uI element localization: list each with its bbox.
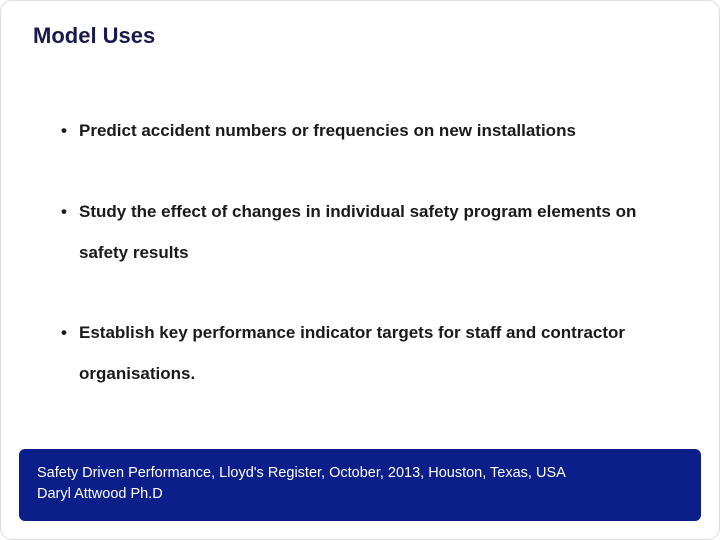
bullet-icon: • xyxy=(61,192,79,233)
slide-title: Model Uses xyxy=(33,23,155,49)
footer-bar: Safety Driven Performance, Lloyd's Regis… xyxy=(19,449,701,521)
bullet-list: • Predict accident numbers or frequencie… xyxy=(61,111,679,435)
bullet-icon: • xyxy=(61,111,79,152)
footer-line-2: Daryl Attwood Ph.D xyxy=(37,484,683,505)
slide-container: Model Uses • Predict accident numbers or… xyxy=(0,0,720,540)
bullet-text: Establish key performance indicator targ… xyxy=(79,313,679,395)
bullet-text: Predict accident numbers or frequencies … xyxy=(79,111,679,152)
list-item: • Study the effect of changes in individ… xyxy=(61,192,679,274)
list-item: • Establish key performance indicator ta… xyxy=(61,313,679,395)
list-item: • Predict accident numbers or frequencie… xyxy=(61,111,679,152)
footer-line-1: Safety Driven Performance, Lloyd's Regis… xyxy=(37,463,683,484)
bullet-icon: • xyxy=(61,313,79,354)
bullet-text: Study the effect of changes in individua… xyxy=(79,192,679,274)
